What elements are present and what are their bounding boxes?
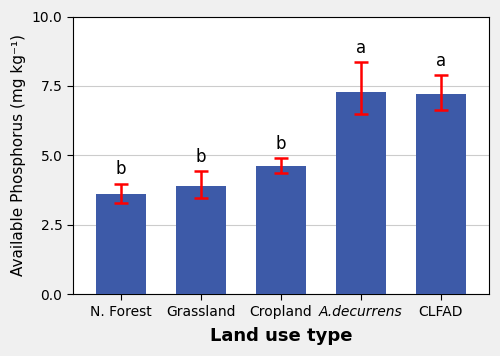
Bar [336,91,386,294]
Text: a: a [356,39,366,57]
Bar [256,167,306,294]
Y-axis label: Available Phosphorus (mg kg⁻¹): Available Phosphorus (mg kg⁻¹) [11,35,26,276]
Text: b: b [116,160,126,178]
Text: b: b [196,148,206,166]
Text: a: a [436,52,446,70]
Bar [96,194,146,294]
X-axis label: Land use type: Land use type [210,327,352,345]
Bar [176,186,226,294]
Bar [416,94,466,294]
Text: b: b [276,135,286,153]
